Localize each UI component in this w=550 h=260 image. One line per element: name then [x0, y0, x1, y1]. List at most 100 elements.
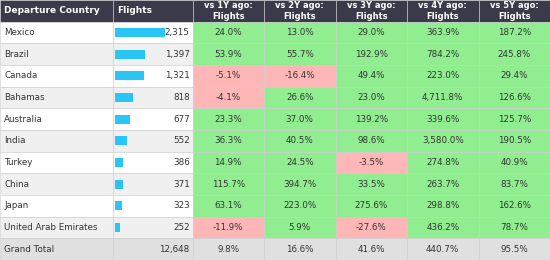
Text: 12,648: 12,648 — [160, 245, 190, 254]
FancyBboxPatch shape — [478, 130, 550, 152]
FancyBboxPatch shape — [336, 108, 407, 130]
Text: 4,711.8%: 4,711.8% — [422, 93, 464, 102]
Text: -11.9%: -11.9% — [213, 223, 244, 232]
Text: Turkey: Turkey — [4, 158, 33, 167]
Text: vs 4Y ago:
Flights: vs 4Y ago: Flights — [419, 1, 467, 21]
Text: Australia: Australia — [4, 115, 43, 124]
FancyBboxPatch shape — [336, 238, 407, 260]
Text: Brazil: Brazil — [4, 50, 29, 59]
FancyBboxPatch shape — [264, 43, 336, 65]
Text: 371: 371 — [173, 180, 190, 189]
FancyBboxPatch shape — [336, 22, 407, 43]
FancyBboxPatch shape — [113, 130, 192, 152]
FancyBboxPatch shape — [336, 195, 407, 217]
FancyBboxPatch shape — [478, 65, 550, 87]
Text: 162.6%: 162.6% — [498, 201, 531, 210]
Text: 784.2%: 784.2% — [426, 50, 459, 59]
Text: 190.5%: 190.5% — [498, 136, 531, 145]
FancyBboxPatch shape — [264, 65, 336, 87]
Text: 40.9%: 40.9% — [500, 158, 528, 167]
FancyBboxPatch shape — [115, 93, 133, 102]
FancyBboxPatch shape — [407, 65, 478, 87]
Text: 37.0%: 37.0% — [286, 115, 313, 124]
Text: Bahamas: Bahamas — [4, 93, 45, 102]
FancyBboxPatch shape — [264, 87, 336, 108]
FancyBboxPatch shape — [264, 130, 336, 152]
FancyBboxPatch shape — [113, 65, 192, 87]
Text: 53.9%: 53.9% — [214, 50, 242, 59]
Text: -4.1%: -4.1% — [216, 93, 241, 102]
Text: 386: 386 — [173, 158, 190, 167]
Text: Flights: Flights — [117, 6, 152, 15]
FancyBboxPatch shape — [478, 22, 550, 43]
Text: 36.3%: 36.3% — [214, 136, 242, 145]
Text: 83.7%: 83.7% — [500, 180, 528, 189]
FancyBboxPatch shape — [115, 115, 130, 124]
Text: vs 2Y ago:
Flights: vs 2Y ago: Flights — [276, 1, 324, 21]
FancyBboxPatch shape — [407, 217, 478, 238]
Text: 78.7%: 78.7% — [500, 223, 528, 232]
Text: 3,580.0%: 3,580.0% — [422, 136, 464, 145]
FancyBboxPatch shape — [113, 43, 192, 65]
Text: 26.6%: 26.6% — [286, 93, 313, 102]
FancyBboxPatch shape — [113, 173, 192, 195]
FancyBboxPatch shape — [478, 0, 550, 22]
FancyBboxPatch shape — [115, 28, 165, 37]
FancyBboxPatch shape — [113, 22, 192, 43]
Text: -3.5%: -3.5% — [359, 158, 384, 167]
Text: -5.1%: -5.1% — [216, 71, 241, 80]
FancyBboxPatch shape — [192, 173, 264, 195]
FancyBboxPatch shape — [264, 217, 336, 238]
Text: 115.7%: 115.7% — [212, 180, 245, 189]
FancyBboxPatch shape — [407, 108, 478, 130]
FancyBboxPatch shape — [336, 0, 407, 22]
FancyBboxPatch shape — [0, 87, 113, 108]
Text: 275.6%: 275.6% — [355, 201, 388, 210]
FancyBboxPatch shape — [336, 173, 407, 195]
Text: 98.6%: 98.6% — [358, 136, 385, 145]
Text: 63.1%: 63.1% — [214, 201, 242, 210]
FancyBboxPatch shape — [192, 108, 264, 130]
Text: 1,397: 1,397 — [165, 50, 190, 59]
FancyBboxPatch shape — [192, 130, 264, 152]
Text: 9.8%: 9.8% — [217, 245, 239, 254]
FancyBboxPatch shape — [478, 195, 550, 217]
FancyBboxPatch shape — [478, 87, 550, 108]
Text: 677: 677 — [173, 115, 190, 124]
Text: 274.8%: 274.8% — [426, 158, 459, 167]
Text: -27.6%: -27.6% — [356, 223, 387, 232]
Text: 394.7%: 394.7% — [283, 180, 316, 189]
Text: 126.6%: 126.6% — [498, 93, 531, 102]
FancyBboxPatch shape — [478, 173, 550, 195]
Text: 125.7%: 125.7% — [498, 115, 531, 124]
FancyBboxPatch shape — [407, 130, 478, 152]
FancyBboxPatch shape — [115, 136, 127, 145]
FancyBboxPatch shape — [264, 173, 336, 195]
FancyBboxPatch shape — [336, 152, 407, 173]
FancyBboxPatch shape — [0, 43, 113, 65]
Text: 298.8%: 298.8% — [426, 201, 459, 210]
FancyBboxPatch shape — [0, 173, 113, 195]
Text: 49.4%: 49.4% — [358, 71, 385, 80]
FancyBboxPatch shape — [115, 158, 123, 167]
FancyBboxPatch shape — [478, 152, 550, 173]
FancyBboxPatch shape — [192, 65, 264, 87]
Text: 55.7%: 55.7% — [286, 50, 313, 59]
FancyBboxPatch shape — [478, 43, 550, 65]
Text: 1,321: 1,321 — [165, 71, 190, 80]
Text: 33.5%: 33.5% — [358, 180, 385, 189]
FancyBboxPatch shape — [113, 195, 192, 217]
Text: 29.4%: 29.4% — [500, 71, 528, 80]
FancyBboxPatch shape — [113, 0, 192, 22]
FancyBboxPatch shape — [113, 217, 192, 238]
Text: United Arab Emirates: United Arab Emirates — [4, 223, 98, 232]
Text: Japan: Japan — [4, 201, 29, 210]
Text: 41.6%: 41.6% — [358, 245, 385, 254]
Text: 40.5%: 40.5% — [286, 136, 313, 145]
FancyBboxPatch shape — [113, 238, 192, 260]
FancyBboxPatch shape — [192, 22, 264, 43]
FancyBboxPatch shape — [336, 65, 407, 87]
Text: Departure Country: Departure Country — [4, 6, 100, 15]
FancyBboxPatch shape — [336, 43, 407, 65]
Text: 23.0%: 23.0% — [358, 93, 385, 102]
